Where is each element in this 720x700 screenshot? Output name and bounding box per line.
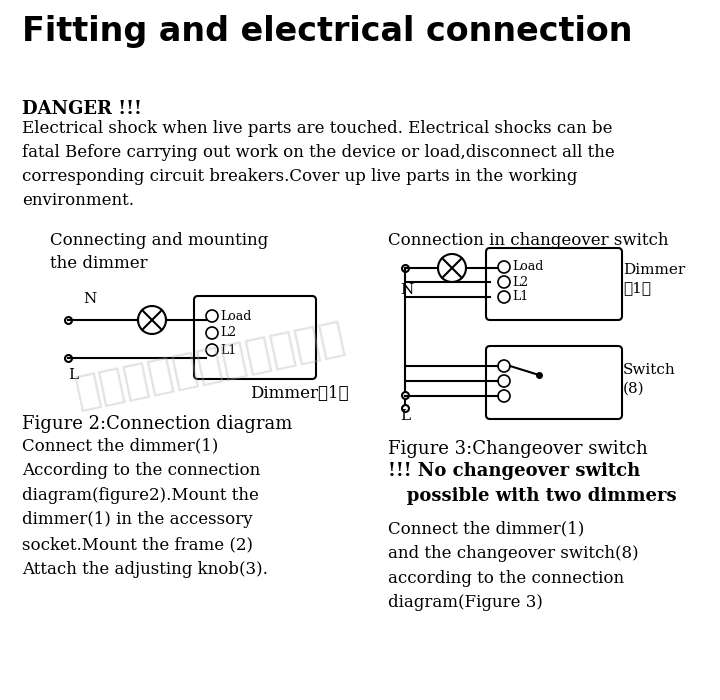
Text: Connection in changeover switch: Connection in changeover switch	[388, 232, 668, 249]
Text: L: L	[400, 409, 410, 423]
Text: Electrical shock when live parts are touched. Electrical shocks can be
fatal Bef: Electrical shock when live parts are tou…	[22, 120, 615, 209]
Text: L1: L1	[220, 344, 236, 356]
Text: Dimmer
（1）: Dimmer （1）	[623, 262, 685, 295]
Text: Connect the dimmer(1)
According to the connection
diagram(figure2).Mount the
dim: Connect the dimmer(1) According to the c…	[22, 437, 268, 578]
FancyBboxPatch shape	[194, 296, 316, 379]
Text: L1: L1	[512, 290, 528, 304]
FancyBboxPatch shape	[486, 248, 622, 320]
Text: 深圳市農盟电气有限公司: 深圳市農盟电气有限公司	[71, 316, 349, 414]
Text: L2: L2	[512, 276, 528, 288]
Text: Figure 3:Changeover switch: Figure 3:Changeover switch	[388, 440, 648, 458]
Text: N: N	[400, 283, 413, 297]
Text: Connecting and mounting
the dimmer: Connecting and mounting the dimmer	[50, 232, 269, 272]
Text: L2: L2	[220, 326, 236, 340]
Text: Switch
(8): Switch (8)	[623, 363, 676, 395]
Text: Dimmer（1）: Dimmer（1）	[250, 385, 348, 402]
Text: N: N	[84, 292, 96, 306]
Text: L: L	[68, 368, 78, 382]
Text: Figure 2:Connection diagram: Figure 2:Connection diagram	[22, 415, 292, 433]
FancyBboxPatch shape	[486, 346, 622, 419]
Text: DANGER !!!: DANGER !!!	[22, 100, 142, 118]
Text: Connect the dimmer(1)
and the changeover switch(8)
according to the connection
d: Connect the dimmer(1) and the changeover…	[388, 520, 639, 611]
Text: !!! No changeover switch
   possible with two dimmers: !!! No changeover switch possible with t…	[388, 462, 677, 505]
Text: Load: Load	[220, 309, 251, 323]
Text: Fitting and electrical connection: Fitting and electrical connection	[22, 15, 632, 48]
Text: Load: Load	[512, 260, 544, 274]
